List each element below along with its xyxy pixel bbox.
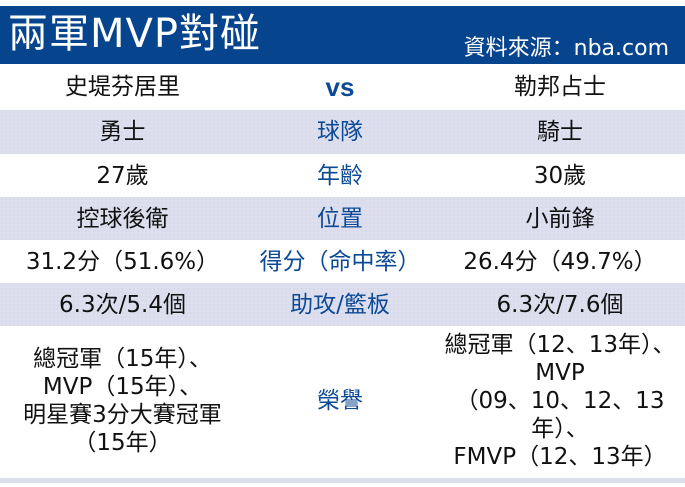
table-row-position: 控球後衛 位置 小前鋒: [0, 197, 685, 240]
left-value: 31.2分（51.6%）: [25, 248, 220, 275]
row-label: 助攻/籃板: [290, 291, 390, 318]
table-row-points: 31.2分（51.6%） 得分（命中率） 26.4分（49.7%）: [0, 240, 685, 283]
right-value: 30歲: [533, 162, 587, 189]
source-credit: 資料來源：nba.com: [463, 36, 669, 61]
row-label: 年齡: [317, 162, 363, 189]
honor-line: FMVP（12、13年）: [453, 444, 667, 470]
honor-line: 總冠軍（15年）、: [33, 346, 212, 372]
honor-line: （09、10、12、13年）、: [455, 388, 665, 442]
header-banner: 兩軍MVP對碰 資料來源：nba.com: [0, 6, 685, 64]
bottom-divider: [0, 478, 685, 483]
honor-line: 總冠軍（12、13年）、: [444, 332, 676, 358]
right-value: 6.3次/7.6個: [496, 291, 624, 318]
right-value: 騎士: [537, 119, 583, 145]
honor-line: MVP（15年）、: [42, 374, 203, 400]
table-row-team: 勇士 球隊 騎士: [0, 110, 685, 154]
left-value: 27歲: [96, 162, 149, 189]
right-honors: 總冠軍（12、13年）、 MVP （09、10、12、13年）、 FMVP（12…: [435, 331, 685, 471]
vs-label: vs: [325, 72, 355, 102]
left-value: 勇士: [99, 119, 146, 145]
left-value: 控球後衛: [76, 205, 169, 232]
row-label: 球隊: [317, 119, 363, 145]
right-player-name: 勒邦占士: [514, 74, 606, 100]
page-title: 兩軍MVP對碰: [8, 11, 261, 57]
left-honors: 總冠軍（15年）、 MVP（15年）、 明星賽3分大賽冠軍 （15年）: [0, 345, 245, 457]
right-value: 小前鋒: [525, 205, 595, 232]
players-row: 史堤芬居里 vs 勒邦占士: [0, 64, 685, 110]
table-row-assists-rebounds: 6.3次/5.4個 助攻/籃板 6.3次/7.6個: [0, 283, 685, 326]
right-value: 26.4分（49.7%）: [463, 248, 657, 275]
honor-line: （15年）: [73, 430, 172, 456]
table-row-honors: 總冠軍（15年）、 MVP（15年）、 明星賽3分大賽冠軍 （15年） 榮譽 總…: [0, 326, 685, 476]
honor-line: MVP: [535, 360, 585, 386]
row-label: 得分（命中率）: [259, 248, 421, 275]
honor-line: 明星賽3分大賽冠軍: [23, 402, 222, 428]
row-label: 榮譽: [317, 388, 363, 414]
table-row-age: 27歲 年齡 30歲: [0, 154, 685, 197]
left-player-name: 史堤芬居里: [65, 74, 180, 100]
row-label: 位置: [317, 205, 363, 232]
left-value: 6.3次/5.4個: [59, 291, 186, 318]
